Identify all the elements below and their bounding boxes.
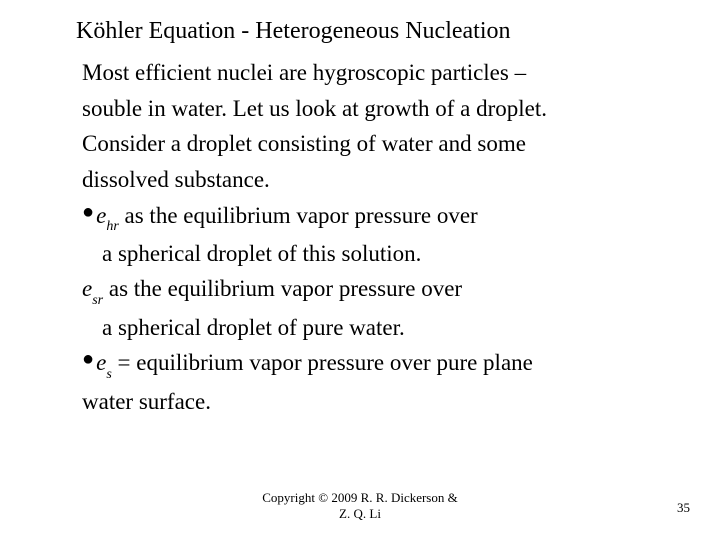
var-esr-sub: sr — [92, 293, 103, 308]
copyright-line-1: Copyright © 2009 R. R. Dickerson & — [0, 490, 720, 506]
bullet-2-text: equilibrium vapor pressure over pure pla… — [136, 350, 533, 375]
bullet-1-cont: a spherical droplet of this solution. — [82, 236, 680, 272]
slide-body: Most efficient nuclei are hygroscopic pa… — [82, 55, 680, 419]
bullet-icon: ● — [82, 348, 96, 370]
var-ehr: e — [96, 203, 106, 228]
bullet-icon: ● — [82, 201, 96, 223]
bullet-2-cont: water surface. — [82, 384, 680, 420]
bullet-2: ●es = equilibrium vapor pressure over pu… — [82, 345, 680, 383]
page-number: 35 — [677, 500, 690, 516]
line-esr-text: as the equilibrium vapor pressure over — [103, 276, 462, 301]
var-es-sub: s — [106, 367, 111, 382]
copyright-line-2: Z. Q. Li — [0, 506, 720, 522]
slide: Köhler Equation - Heterogeneous Nucleati… — [0, 0, 720, 540]
var-es: e — [96, 350, 106, 375]
footer-copyright: Copyright © 2009 R. R. Dickerson & Z. Q.… — [0, 490, 720, 522]
body-line-1: Most efficient nuclei are hygroscopic pa… — [82, 55, 680, 91]
bullet-1-text: as the equilibrium vapor pressure over — [119, 203, 478, 228]
body-line-4: dissolved substance. — [82, 162, 680, 198]
slide-title: Köhler Equation - Heterogeneous Nucleati… — [76, 18, 680, 45]
body-line-3: Consider a droplet consisting of water a… — [82, 126, 680, 162]
body-line-2: souble in water. Let us look at growth o… — [82, 91, 680, 127]
var-esr: e — [82, 276, 92, 301]
bullet-1: ●ehr as the equilibrium vapor pressure o… — [82, 198, 680, 236]
line-esr-cont: a spherical droplet of pure water. — [82, 310, 680, 346]
line-esr: esr as the equilibrium vapor pressure ov… — [82, 271, 680, 309]
equals-sign: = — [112, 350, 136, 375]
var-ehr-sub: hr — [106, 219, 118, 234]
